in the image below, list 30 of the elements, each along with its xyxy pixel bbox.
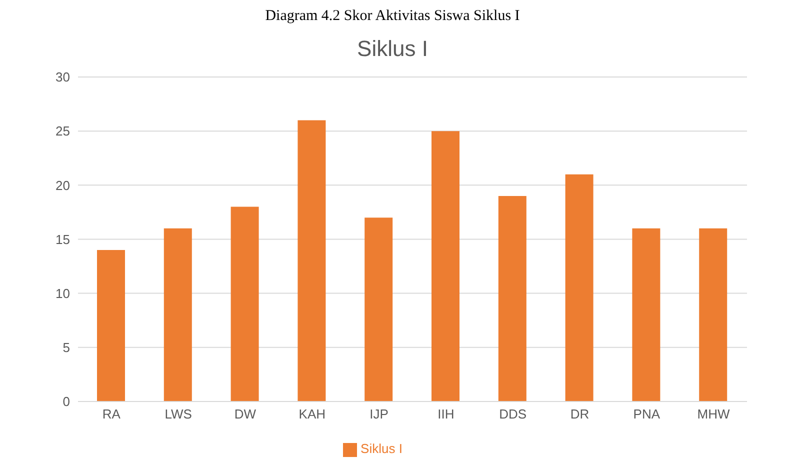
x-tick-label: DDS [499,406,527,422]
bar [632,228,660,402]
y-tick-label: 15 [56,232,70,247]
bar [230,206,259,402]
bar [699,228,728,402]
legend-label: Siklus I [360,441,402,456]
text: Diagram 4.2 Skor Aktivitas Siswa Siklus I [264,8,521,26]
bar [364,218,393,402]
chart-title: Siklus I [356,36,429,62]
x-tick-label: KAH [298,406,326,422]
x-tick-label: DR [570,406,590,422]
bar [498,196,526,402]
bar [97,250,125,402]
x-tick-label: PNA [633,406,660,422]
x-tick-label: IJP [370,406,388,422]
y-tick-label: 20 [56,178,70,193]
y-tick-label: 25 [56,124,70,139]
x-tick-label: IIH [438,406,454,422]
y-tick-label: 30 [56,70,70,85]
bar [298,120,326,402]
bar [565,174,594,402]
x-tick-label: RA [102,406,121,422]
y-tick-label: 5 [62,340,70,355]
bar [432,131,460,402]
x-tick-label: LWS [164,406,192,422]
y-tick-label: 0 [62,394,70,410]
x-tick-label: MHW [697,406,731,422]
y-tick-label: 10 [56,286,70,301]
bar [164,228,192,402]
x-tick-label: DW [234,406,257,422]
